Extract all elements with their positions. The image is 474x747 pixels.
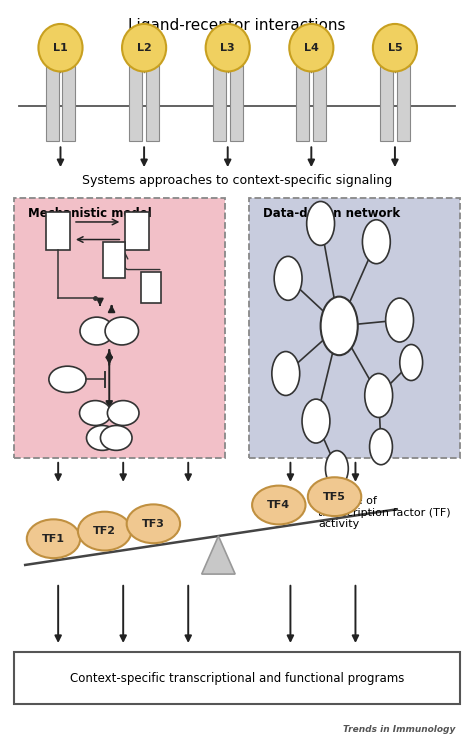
Circle shape (274, 256, 302, 300)
Ellipse shape (80, 317, 113, 345)
Bar (229, 53, 243, 66)
Text: TF1: TF1 (42, 534, 65, 544)
Ellipse shape (252, 486, 306, 524)
Bar (380, 53, 393, 66)
Circle shape (307, 202, 335, 246)
Text: TF3: TF3 (142, 519, 165, 529)
Ellipse shape (206, 24, 250, 72)
Text: Mechanistic model: Mechanistic model (28, 207, 152, 220)
Text: Balance of
transcription factor (TF)
activity: Balance of transcription factor (TF) act… (318, 496, 451, 529)
Ellipse shape (80, 400, 111, 426)
Text: Trends in Immunology: Trends in Immunology (343, 725, 456, 734)
Circle shape (365, 374, 392, 418)
Ellipse shape (127, 504, 180, 543)
Bar (380, 66, 393, 141)
Bar (213, 53, 226, 66)
Text: TF4: TF4 (267, 500, 291, 510)
Bar (397, 53, 410, 66)
Text: Systems approaches to context-specific signaling: Systems approaches to context-specific s… (82, 173, 392, 187)
Bar (313, 53, 326, 66)
Bar (213, 66, 226, 141)
Text: TF2: TF2 (93, 526, 116, 536)
Circle shape (370, 429, 392, 465)
Text: L1: L1 (53, 43, 68, 53)
FancyBboxPatch shape (14, 198, 226, 458)
Circle shape (386, 298, 413, 342)
Circle shape (400, 344, 423, 380)
Bar (129, 66, 142, 141)
Bar (46, 66, 59, 141)
Circle shape (302, 399, 330, 443)
Text: Ligand-receptor interactions: Ligand-receptor interactions (128, 19, 346, 34)
Ellipse shape (38, 24, 82, 72)
Text: L2: L2 (137, 43, 152, 53)
Ellipse shape (108, 400, 139, 426)
Bar (129, 53, 142, 66)
FancyBboxPatch shape (14, 651, 460, 704)
Bar (141, 273, 161, 303)
Ellipse shape (49, 366, 86, 392)
Text: Data-driven network: Data-driven network (263, 207, 400, 220)
Ellipse shape (373, 24, 417, 72)
Bar (146, 53, 159, 66)
FancyBboxPatch shape (248, 198, 460, 458)
Ellipse shape (78, 512, 131, 551)
Bar (46, 211, 70, 249)
Text: Context-specific transcriptional and functional programs: Context-specific transcriptional and fun… (70, 672, 404, 684)
Circle shape (272, 352, 300, 395)
Ellipse shape (100, 426, 132, 450)
Bar (103, 243, 125, 278)
Text: L4: L4 (304, 43, 319, 53)
Bar (296, 53, 310, 66)
Polygon shape (202, 536, 235, 574)
Ellipse shape (27, 519, 80, 558)
Ellipse shape (122, 24, 166, 72)
Circle shape (326, 450, 348, 487)
Ellipse shape (289, 24, 333, 72)
Bar (229, 66, 243, 141)
Bar (296, 66, 310, 141)
Ellipse shape (86, 426, 118, 450)
Bar (313, 66, 326, 141)
Bar (63, 66, 75, 141)
Text: TF5: TF5 (323, 492, 346, 502)
Bar (397, 66, 410, 141)
Circle shape (363, 220, 390, 264)
Ellipse shape (105, 317, 138, 345)
Bar (146, 66, 159, 141)
Text: L3: L3 (220, 43, 235, 53)
Circle shape (320, 297, 358, 356)
Text: L5: L5 (388, 43, 402, 53)
Bar (125, 211, 149, 249)
Bar (63, 53, 75, 66)
Bar (46, 53, 59, 66)
Ellipse shape (308, 477, 361, 516)
